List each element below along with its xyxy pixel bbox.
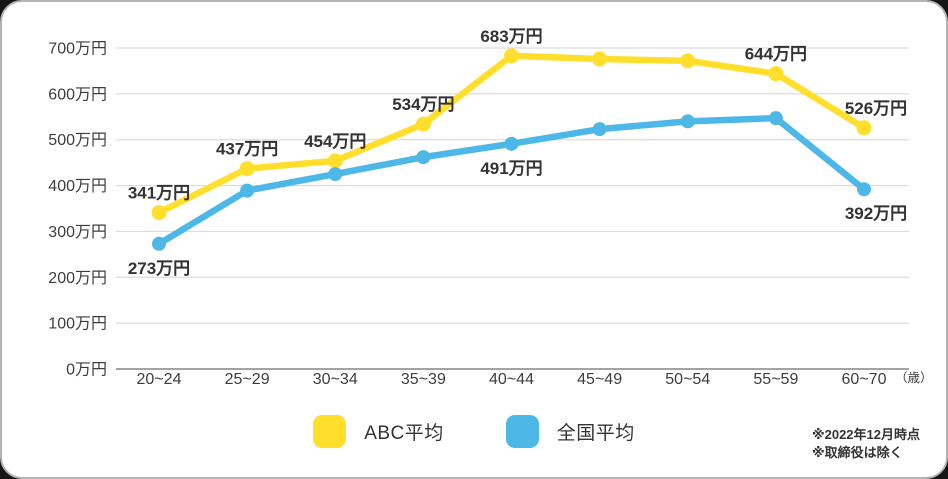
data-point-label: 534万円 bbox=[392, 95, 454, 114]
data-point bbox=[592, 51, 608, 67]
y-tick-label: 700万円 bbox=[48, 41, 107, 58]
legend-swatch-icon bbox=[313, 415, 347, 448]
footnotes: ※2022年12月時点 ※取締役は除く bbox=[812, 426, 920, 462]
x-tick-label: 20~24 bbox=[137, 371, 182, 388]
data-point bbox=[857, 182, 871, 197]
data-point bbox=[768, 66, 784, 82]
footnote-line: ※取締役は除く bbox=[811, 445, 903, 461]
data-point-label: 341万円 bbox=[128, 184, 190, 203]
data-point bbox=[680, 114, 695, 129]
data-point-label: 454万円 bbox=[304, 132, 366, 151]
x-tick-label: 60~70 bbox=[842, 371, 887, 388]
y-tick-label: 500万円 bbox=[48, 132, 107, 149]
x-tick-label: 40~44 bbox=[489, 371, 534, 388]
legend-item-national: 全国平均 bbox=[505, 415, 635, 448]
data-point bbox=[592, 122, 607, 137]
data-point bbox=[768, 111, 783, 126]
data-point bbox=[680, 53, 696, 69]
data-point-label: 437万円 bbox=[216, 140, 278, 159]
x-axis-unit-label: （歳） bbox=[895, 371, 933, 385]
data-point bbox=[328, 167, 343, 182]
salary-line-chart: 700万円 600万円 500万円 400万円 300万円 200万円 100万円 0万円 20… bbox=[48, 27, 933, 388]
data-point bbox=[152, 236, 166, 251]
x-tick-label: 25~29 bbox=[225, 371, 270, 388]
data-point-label: 526万円 bbox=[845, 99, 907, 118]
y-tick-label: 200万円 bbox=[48, 270, 107, 287]
legend-item-abc: ABC平均 bbox=[313, 415, 444, 448]
x-tick-label: 30~34 bbox=[313, 371, 358, 388]
footnote-line: ※2022年12月時点 bbox=[811, 427, 920, 442]
data-point-label: 491万円 bbox=[480, 159, 542, 178]
data-point bbox=[151, 205, 167, 221]
x-tick-label: 50~54 bbox=[665, 371, 710, 388]
data-point bbox=[504, 48, 519, 64]
legend-swatch-icon bbox=[505, 415, 539, 448]
chart-legend: ABC平均 全国平均 bbox=[2, 415, 946, 448]
data-point bbox=[239, 161, 255, 177]
y-tick-label: 0万円 bbox=[66, 362, 107, 379]
data-point bbox=[415, 116, 431, 132]
data-point bbox=[240, 183, 255, 198]
data-point bbox=[504, 136, 519, 151]
y-tick-label: 400万円 bbox=[48, 178, 107, 195]
data-point bbox=[416, 150, 431, 165]
y-tick-label: 600万円 bbox=[48, 86, 107, 103]
data-point-label: 683万円 bbox=[480, 27, 542, 46]
legend-label: 全国平均 bbox=[556, 423, 635, 444]
x-tick-label: 55~59 bbox=[753, 371, 798, 388]
legend-label: ABC平均 bbox=[364, 423, 444, 444]
data-point-label: 273万円 bbox=[128, 259, 190, 278]
y-tick-label: 300万円 bbox=[48, 224, 107, 241]
data-point bbox=[327, 153, 343, 169]
x-tick-label: 35~39 bbox=[401, 371, 446, 388]
data-point-label: 392万円 bbox=[845, 204, 907, 223]
data-point bbox=[856, 120, 872, 136]
data-point-label: 644万円 bbox=[745, 45, 807, 64]
y-tick-label: 100万円 bbox=[48, 316, 107, 333]
x-tick-label: 45~49 bbox=[577, 371, 622, 388]
